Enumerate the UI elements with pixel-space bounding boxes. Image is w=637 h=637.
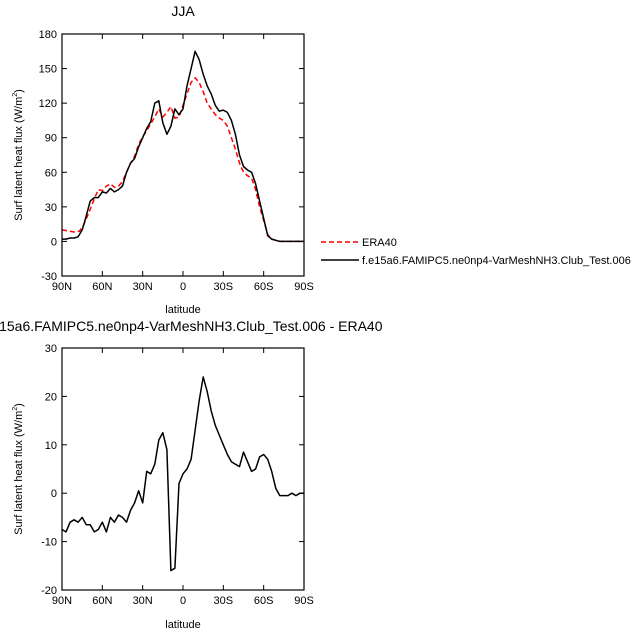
bottom-xtick-label-2: 30N [133, 595, 153, 607]
bottom-plot-area: 90N 60N 30N 0 30S 60S 90S -20 -10 0 10 20 30 [41, 343, 314, 607]
legend-label-model: f.e15a6.FAMIPC5.ne0np4-VarMeshNH3.Club_T… [362, 255, 631, 267]
bottom-ytick-label-0: -20 [41, 585, 57, 597]
top-ytick-label-1: 0 [51, 236, 57, 248]
top-xtick-label-1: 60N [92, 281, 112, 293]
top-y-axis-label: Surf latent heat flux (W/m2) [12, 89, 25, 221]
top-ytick-label-5: 120 [39, 98, 57, 110]
bottom-series-line-0 [61, 376, 304, 572]
legend-label-era40: ERA40 [362, 237, 397, 249]
bottom-ytick-label-3: 10 [45, 440, 57, 452]
bottom-ytick-label-4: 20 [45, 391, 57, 403]
top-panel: JJA 90N 60N 30N 0 30S 60S 90S -30 0 30 60 90 120 150 1… [12, 3, 631, 316]
top-xtick-label-2: 30N [133, 281, 153, 293]
top-xtick-label-6: 90S [294, 281, 314, 293]
top-title: JJA [171, 3, 195, 19]
top-xtick-label-0: 90N [52, 281, 72, 293]
bottom-x-axis-label: latitude [165, 619, 200, 631]
bottom-xtick-label-1: 60N [92, 595, 112, 607]
bottom-xtick-label-0: 90N [52, 595, 72, 607]
top-xtick-label-4: 30S [214, 281, 234, 293]
top-ytick-label-7: 180 [39, 29, 57, 41]
bottom-y-axis-label: Surf latent heat flux (W/m2) [12, 403, 25, 535]
bottom-ytick-label-5: 30 [45, 343, 57, 355]
bottom-title: f.e15a6.FAMIPC5.ne0np4-VarMeshNH3.Club_T… [0, 318, 383, 334]
bottom-xtick-label-4: 30S [214, 595, 234, 607]
top-ytick-label-4: 90 [45, 133, 57, 145]
bottom-panel: f.e15a6.FAMIPC5.ne0np4-VarMeshNH3.Club_T… [0, 318, 383, 631]
top-ytick-label-3: 60 [45, 167, 57, 179]
top-ytick-label-0: -30 [41, 271, 57, 283]
top-ytick-label-6: 150 [39, 64, 57, 76]
bottom-plot-frame [61, 347, 305, 591]
top-xtick-label-5: 60S [254, 281, 274, 293]
bottom-xtick-label-3: 0 [180, 595, 186, 607]
top-series-line-1 [62, 50, 304, 243]
top-plot-area: 90N 60N 30N 0 30S 60S 90S -30 0 30 60 90 120 150 180 [39, 29, 314, 293]
bottom-ytick-label-2: 0 [51, 488, 57, 500]
bottom-xtick-label-6: 90S [294, 595, 314, 607]
top-ytick-label-2: 30 [45, 202, 57, 214]
top-x-axis-label: latitude [165, 304, 200, 316]
bottom-xtick-label-5: 60S [254, 595, 274, 607]
top-plot-frame [61, 33, 305, 277]
top-series-line-0 [61, 77, 304, 243]
legend: ERA40 f.e15a6.FAMIPC5.ne0np4-VarMeshNH3.… [321, 237, 631, 267]
top-xtick-label-3: 0 [180, 281, 186, 293]
bottom-ytick-label-1: -10 [41, 537, 57, 549]
